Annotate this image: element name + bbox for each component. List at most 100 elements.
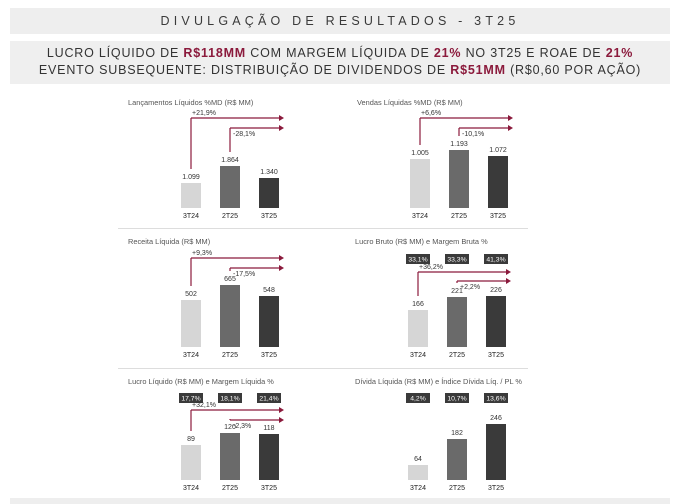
yoy-arrow-head	[279, 115, 284, 121]
category-label: 2T25	[449, 485, 465, 492]
chart-svg: 89 3T24 120 2T25 118 3T25 17,7% 18,1% 21,4% +32,1…	[179, 393, 284, 492]
qoq-change-label: -10,1%	[462, 131, 484, 138]
headline-1-part: LUCRO LÍQUIDO DE	[46, 46, 184, 60]
chart-panel-lancamentos: Lançamentos Líquidos %MD (R$ MM) 1.099 3T…	[128, 98, 328, 223]
yoy-arrow-head	[279, 407, 284, 413]
margin-badge-label: 18,1%	[220, 396, 239, 403]
chart-panel-receita: Receita Líquida (R$ MM) 502 3T24 665 2T25 54…	[128, 237, 328, 362]
headline-box: LUCRO LÍQUIDO DE R$118MM COM MARGEM LÍQU…	[10, 41, 670, 84]
category-label: 3T25	[261, 485, 277, 492]
headline-line-1: LUCRO LÍQUIDO DE R$118MM COM MARGEM LÍQU…	[10, 46, 670, 60]
value-label: 1.340	[260, 169, 278, 176]
margin-badge	[257, 393, 281, 403]
margin-badge	[445, 254, 469, 264]
chart-panel-lucro-bruto: Lucro Bruto (R$ MM) e Margem Bruta % 166…	[355, 237, 555, 362]
value-label: 221	[451, 288, 463, 295]
value-label: 182	[451, 430, 463, 437]
yoy-change-label: +6,6%	[421, 110, 441, 117]
headline-line-2: EVENTO SUBSEQUENTE: DISTRIBUIÇÃO DE DIVI…	[10, 63, 670, 77]
category-label: 3T25	[261, 213, 277, 220]
margin-badge-label: 10,7%	[447, 396, 466, 403]
value-label: 1.099	[182, 174, 200, 181]
headline-1-part: NO 3T25 E ROAE DE	[461, 46, 606, 60]
bar	[447, 439, 467, 480]
value-label: 89	[187, 436, 195, 443]
headline-1-highlight: 21%	[433, 46, 462, 60]
value-label: 548	[263, 287, 275, 294]
category-label: 3T25	[488, 352, 504, 359]
value-label: 502	[185, 291, 197, 298]
margin-badge-label: 13,6%	[486, 396, 505, 403]
category-label: 3T25	[488, 485, 504, 492]
margin-badge-label: 21,4%	[259, 396, 278, 403]
margin-badge-label: 17,7%	[181, 396, 200, 403]
bar	[259, 296, 279, 347]
yoy-arrow-head	[279, 255, 284, 261]
category-label: 2T25	[222, 213, 238, 220]
chart-svg: 1.099 3T24 1.864 2T25 1.340 3T25 +21,9% -28,1%	[181, 110, 284, 220]
bar	[486, 424, 506, 480]
chart-title: Lucro Líquido (R$ MM) e Margem Líquida %	[128, 377, 274, 386]
margin-badge	[406, 393, 430, 403]
yoy-arrow-head	[508, 115, 513, 121]
value-label: 1.072	[489, 147, 507, 154]
margin-badge	[218, 393, 242, 403]
category-label: 3T24	[183, 485, 199, 492]
qoq-change-label: -17,5%	[233, 271, 255, 278]
bar	[181, 183, 201, 208]
value-label: 166	[412, 301, 424, 308]
category-label: 2T25	[222, 485, 238, 492]
bar	[181, 445, 201, 480]
value-label: 1.864	[221, 157, 239, 164]
headline-1-highlight: R$118MM	[183, 46, 246, 60]
headline-2-highlight: R$51MM	[450, 63, 506, 77]
chart-title: Lançamentos Líquidos %MD (R$ MM)	[128, 98, 254, 107]
footer-band	[10, 498, 670, 504]
value-label: 226	[490, 287, 502, 294]
qoq-arrow-head	[279, 417, 284, 423]
qoq-arrow-head	[279, 125, 284, 131]
yoy-change-label: +9,3%	[192, 250, 212, 257]
chart-panel-divida: Dívida Líquida (R$ MM) e Índice Dívida L…	[355, 377, 555, 502]
margin-badge	[484, 393, 508, 403]
margin-badge-label: 33,1%	[408, 257, 427, 264]
value-label: 1.005	[411, 150, 429, 157]
qoq-arrow-head	[508, 125, 513, 131]
row-divider	[118, 368, 528, 369]
chart-title: Dívida Líquida (R$ MM) e Índice Dívida L…	[355, 377, 522, 386]
qoq-change-label: -28,1%	[233, 131, 255, 138]
chart-svg: 64 3T24 182 2T25 246 3T25 4,2% 10,7% 13,6%	[406, 393, 508, 492]
chart-svg: 1.005 3T24 1.193 2T25 1.072 3T25 +6,6% -10,1%	[410, 110, 513, 220]
bar	[447, 297, 467, 347]
margin-badge	[406, 254, 430, 264]
margin-badge-label: 41,3%	[486, 257, 505, 264]
yoy-change-label: +32,1%	[192, 402, 216, 409]
chart-svg: 166 3T24 221 2T25 226 3T25 33,1% 33,3% 41,3% +36,…	[406, 254, 511, 359]
yoy-change-label: +36,2%	[419, 264, 443, 271]
value-label: 246	[490, 415, 502, 422]
bar	[259, 434, 279, 480]
headline-1-highlight: 21%	[605, 46, 634, 60]
yoy-arrow-head	[506, 269, 511, 275]
margin-badge-label: 4,2%	[410, 396, 426, 403]
margin-badge-label: 33,3%	[447, 257, 466, 264]
bar	[408, 465, 428, 480]
category-label: 3T24	[412, 213, 428, 220]
chart-panel-vendas: Vendas Líquidas %MD (R$ MM) 1.005 3T24 1.1…	[357, 98, 557, 223]
bar	[449, 150, 469, 208]
report-title-bar: DIVULGAÇÃO DE RESULTADOS - 3T25	[10, 8, 670, 34]
category-label: 2T25	[451, 213, 467, 220]
chart-title: Vendas Líquidas %MD (R$ MM)	[357, 98, 463, 107]
chart-title: Receita Líquida (R$ MM)	[128, 237, 211, 246]
bar	[220, 285, 240, 347]
report-title: DIVULGAÇÃO DE RESULTADOS - 3T25	[160, 14, 520, 28]
bar	[486, 296, 506, 347]
bar	[220, 166, 240, 208]
category-label: 3T24	[410, 352, 426, 359]
qoq-change-label: -2,3%	[233, 423, 251, 430]
bar	[259, 178, 279, 208]
value-label: 665	[224, 276, 236, 283]
category-label: 2T25	[449, 352, 465, 359]
row-divider	[118, 228, 528, 229]
chart-svg: 502 3T24 665 2T25 548 3T25 +9,3% -17,5%	[181, 250, 284, 359]
